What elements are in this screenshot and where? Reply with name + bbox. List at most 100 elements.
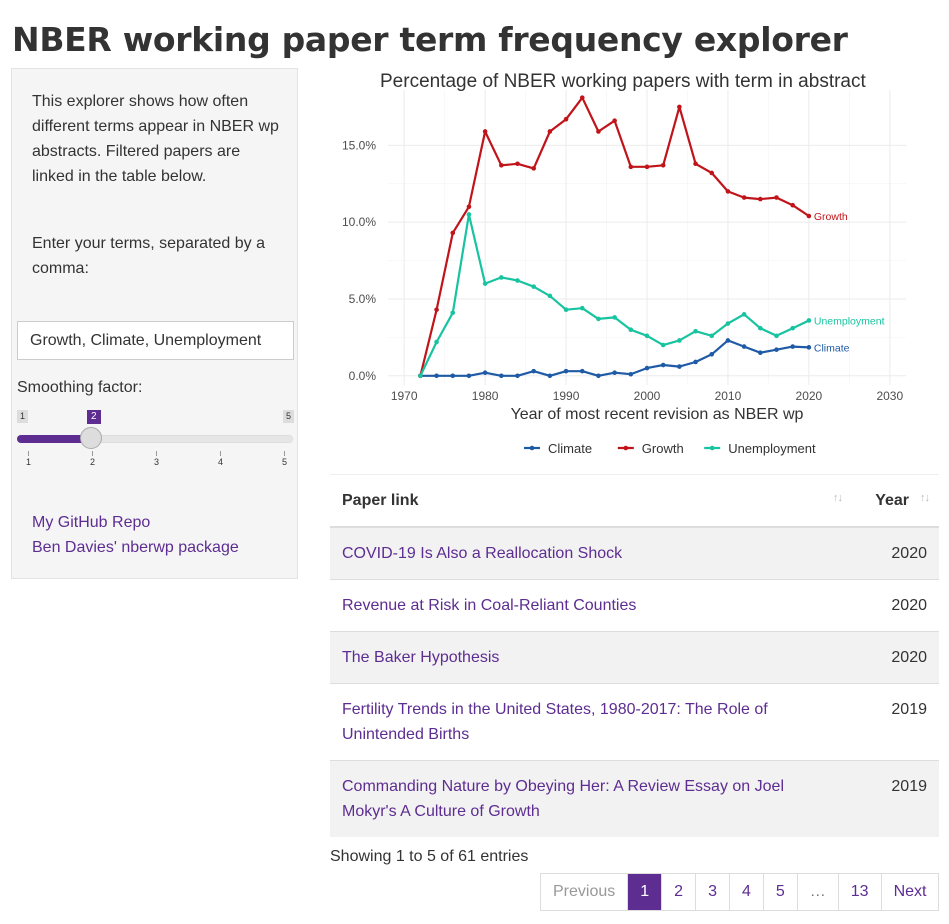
data-point-growth — [499, 162, 504, 168]
x-tick-label: 2010 — [715, 389, 742, 403]
nberwp-package-link[interactable]: Ben Davies' nberwp package — [32, 539, 239, 556]
data-point-climate — [450, 373, 456, 379]
pagination-next[interactable]: Next — [880, 874, 939, 910]
pagination-page-4[interactable]: 4 — [728, 874, 763, 910]
data-point-growth — [774, 195, 779, 200]
slider-tick — [220, 451, 221, 456]
year-cell: 2020 — [852, 579, 939, 632]
data-point-climate — [547, 373, 553, 379]
legend-label: Climate — [548, 441, 592, 456]
slider-min-label: 1 — [17, 410, 29, 423]
data-point-growth — [806, 213, 812, 219]
data-point-growth — [660, 162, 666, 168]
table-info: Showing 1 to 5 of 61 entries — [330, 848, 529, 865]
table-header-row: Paper link ↑↓ Year ↑↓ — [330, 474, 939, 528]
page-title: NBER working paper term frequency explor… — [12, 20, 848, 59]
legend-label: Unemployment — [728, 441, 816, 456]
data-point-unemployment — [579, 305, 585, 311]
series-end-label: Unemployment — [814, 315, 885, 327]
paper-link[interactable]: Revenue at Risk in Coal-Reliant Counties — [342, 597, 637, 614]
data-point-growth — [709, 170, 715, 176]
data-point-climate — [563, 368, 569, 374]
github-repo-link[interactable]: My GitHub Repo — [32, 514, 151, 531]
data-point-climate — [482, 370, 488, 376]
paper-link[interactable]: Commanding Nature by Obeying Her: A Revi… — [342, 778, 784, 820]
data-point-unemployment — [482, 281, 488, 286]
data-point-climate — [693, 359, 698, 365]
legend-key-point — [709, 445, 715, 451]
pagination-page-5[interactable]: 5 — [762, 874, 797, 910]
data-point-growth — [531, 166, 536, 171]
data-point-growth — [563, 116, 569, 122]
year-cell: 2020 — [852, 526, 939, 580]
smoothing-slider[interactable]: 1 2 5 1 2 3 4 5 — [17, 407, 297, 467]
pagination-page-3[interactable]: 3 — [695, 874, 729, 910]
data-point-unemployment — [596, 316, 601, 322]
x-tick-label: 2000 — [634, 389, 661, 403]
data-point-climate — [644, 365, 650, 371]
data-point-unemployment — [677, 338, 682, 343]
data-point-climate — [628, 371, 634, 377]
data-point-unemployment — [612, 315, 617, 320]
smoothing-label: Smoothing factor: — [17, 379, 143, 396]
data-point-growth — [466, 204, 472, 210]
data-point-climate — [774, 347, 779, 352]
data-point-unemployment — [644, 333, 650, 339]
data-point-unemployment — [531, 284, 536, 289]
table-row: Revenue at Risk in Coal-Reliant Counties… — [330, 579, 939, 632]
data-point-unemployment — [806, 318, 812, 323]
data-point-climate — [579, 368, 585, 374]
data-point-unemployment — [466, 212, 472, 217]
data-point-unemployment — [758, 325, 763, 331]
year-cell: 2020 — [852, 631, 939, 684]
data-point-unemployment — [660, 342, 666, 348]
slider-tick — [284, 451, 285, 456]
header-paper-link[interactable]: Paper link ↑↓ — [330, 474, 852, 528]
data-point-climate — [790, 344, 795, 349]
data-point-unemployment — [418, 373, 423, 379]
pagination-page-13[interactable]: 13 — [837, 874, 881, 910]
terms-input[interactable]: Growth, Climate, Unemployment — [17, 321, 294, 360]
data-point-unemployment — [515, 278, 520, 283]
paper-cell: The Baker Hypothesis — [330, 631, 852, 684]
slider-handle[interactable] — [80, 427, 102, 449]
data-point-climate — [709, 351, 715, 357]
slider-value-label: 2 — [87, 410, 101, 424]
paper-link[interactable]: COVID-19 Is Also a Reallocation Shock — [342, 545, 623, 562]
pagination: Previous 1 2 3 4 5 … 13 Next — [540, 873, 940, 911]
data-point-climate — [660, 362, 666, 368]
data-point-climate — [434, 373, 439, 379]
data-point-growth — [644, 164, 650, 170]
slider-fill — [17, 435, 91, 443]
x-axis-label: Year of most recent revision as NBER wp — [511, 406, 804, 423]
series-end-label: Growth — [814, 211, 848, 223]
pagination-page-1[interactable]: 1 — [627, 874, 662, 910]
data-point-growth — [725, 189, 731, 194]
paper-link[interactable]: Fertility Trends in the United States, 1… — [342, 701, 768, 743]
paper-link[interactable]: The Baker Hypothesis — [342, 649, 500, 666]
pagination-previous[interactable]: Previous — [553, 883, 616, 900]
data-point-growth — [628, 164, 634, 170]
data-point-climate — [466, 373, 472, 379]
data-point-growth — [547, 129, 553, 134]
year-cell: 2019 — [852, 760, 939, 837]
header-year[interactable]: Year ↑↓ — [852, 474, 939, 528]
pagination-page-2[interactable]: 2 — [661, 874, 695, 910]
data-point-growth — [596, 129, 601, 134]
data-point-growth — [579, 95, 585, 100]
data-point-unemployment — [725, 321, 731, 326]
chart-title: Percentage of NBER working papers with t… — [380, 71, 866, 92]
slider-tick — [156, 451, 157, 456]
data-point-growth — [758, 196, 763, 202]
slider-tick-label: 4 — [218, 457, 224, 467]
papers-table: Paper link ↑↓ Year ↑↓ COVID-19 Is Also a… — [330, 474, 939, 837]
slider-max-label: 5 — [283, 410, 295, 423]
legend-key-point — [529, 445, 535, 451]
data-point-unemployment — [709, 333, 715, 339]
sidebar-panel: This explorer shows how often different … — [11, 68, 298, 579]
terms-prompt: Enter your terms, separated by a comma: — [32, 235, 265, 277]
data-point-growth — [677, 104, 682, 110]
sort-arrows-icon: ↑↓ — [833, 492, 843, 504]
data-point-unemployment — [774, 333, 779, 339]
data-point-unemployment — [450, 310, 456, 316]
